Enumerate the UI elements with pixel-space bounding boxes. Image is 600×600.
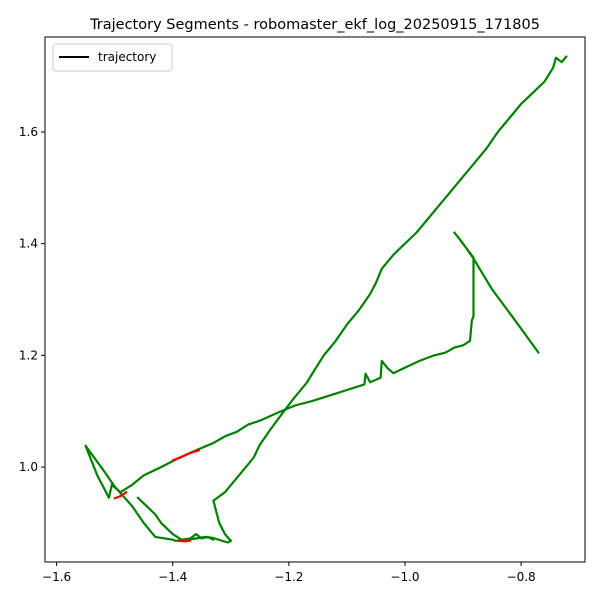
x-tick-label: −1.2 (274, 570, 303, 584)
x-tick-label: −0.8 (507, 570, 536, 584)
x-tick-label: −1.6 (42, 570, 71, 584)
y-tick-label: 1.2 (19, 348, 38, 362)
axes-frame (44, 36, 586, 563)
trajectory-segment-1 (212, 55, 568, 542)
y-tick-label: 1.6 (19, 125, 38, 139)
legend-label: trajectory (98, 50, 156, 64)
axis-ticks: −1.6 −1.4 −1.2 −1.0 −0.8 1.0 1.2 1.4 1.6 (19, 125, 536, 584)
legend: trajectory (52, 43, 173, 72)
plot-area (84, 55, 568, 544)
x-tick-label: −1.4 (158, 570, 187, 584)
trajectory-segment-3 (171, 449, 200, 462)
chart-title: Trajectory Segments - robomaster_ekf_log… (89, 17, 540, 33)
trajectory-segment-0 (84, 231, 540, 544)
trajectory-segment-4 (113, 491, 128, 500)
y-tick-label: 1.0 (19, 460, 38, 474)
trajectory-segment-5 (177, 539, 192, 543)
y-tick-label: 1.4 (19, 237, 38, 251)
trajectory-segment-2 (136, 496, 215, 541)
x-tick-label: −1.0 (390, 570, 419, 584)
legend-box (52, 43, 173, 72)
